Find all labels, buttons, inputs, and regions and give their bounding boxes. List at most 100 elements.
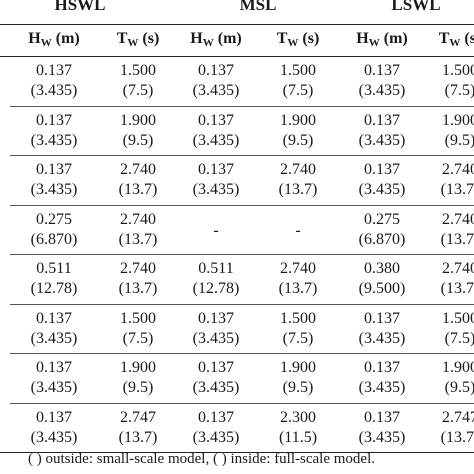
- small-scale-value: 0.511: [36, 260, 72, 277]
- small-scale-value: 2.740: [442, 260, 474, 277]
- small-scale-value: 2.740: [442, 210, 474, 228]
- full-scale-value: (7.5): [122, 82, 154, 99]
- full-scale-value: (3.435): [30, 181, 78, 198]
- small-scale-value: 2.740: [120, 161, 156, 178]
- row-divider: [10, 105, 474, 107]
- full-scale-value: (12.78): [192, 280, 240, 297]
- small-scale-value: 0.137: [198, 359, 234, 376]
- full-scale-value: (3.435): [192, 379, 240, 396]
- small-scale-value: 1.500: [280, 62, 316, 79]
- column-header-symbol: T: [438, 30, 450, 47]
- column-header-unit: (s): [298, 30, 320, 47]
- small-scale-value: 0.137: [198, 62, 234, 79]
- column-header-unit: (m): [51, 30, 80, 47]
- small-scale-value: 0.275: [36, 210, 72, 228]
- full-scale-value: (3.435): [192, 428, 240, 446]
- table-cell: 2.747 (13.7): [441, 408, 474, 448]
- table-cell: 2.740 (13.7): [441, 160, 474, 200]
- full-scale-value: (13.7): [440, 230, 474, 248]
- row-divider: [10, 254, 474, 255]
- small-scale-value: 1.500: [280, 309, 316, 327]
- full-scale-value: (12.78): [30, 280, 78, 297]
- full-scale-value: (7.5): [282, 82, 314, 99]
- row-divider: [10, 303, 474, 305]
- full-scale-value: (3.435): [358, 181, 406, 198]
- table-cell: 1.500 (7.5): [442, 309, 474, 349]
- table-cell: 1.900 (9.5): [280, 358, 316, 398]
- full-scale-value: (3.435): [30, 131, 78, 149]
- small-scale-value: 0.137: [364, 408, 400, 426]
- table-cell: 0.137 (3.435): [359, 408, 406, 448]
- table-cell: 1.500 (7.5): [280, 309, 316, 349]
- table-cell: 0.137 (3.435): [31, 358, 78, 398]
- full-scale-value: (3.435): [30, 329, 78, 347]
- small-scale-value: 0.137: [364, 111, 400, 129]
- small-scale-value: 0.137: [36, 309, 72, 327]
- column-header-subscript: W: [287, 37, 299, 49]
- small-scale-value: 2.740: [280, 161, 316, 178]
- full-scale-value: (13.7): [278, 280, 318, 297]
- table-cell: 1.500 (7.5): [120, 309, 156, 349]
- small-scale-value: 0.137: [364, 161, 400, 178]
- column-header-unit: (m): [213, 30, 242, 47]
- full-scale-value: (13.7): [118, 230, 158, 248]
- small-scale-value: 1.900: [280, 111, 316, 129]
- small-scale-value: 0.511: [198, 260, 234, 277]
- full-scale-value: (3.435): [358, 379, 406, 396]
- table-cell: 0.137 (3.435): [359, 309, 406, 349]
- table-cell: 1.500 (7.5): [280, 61, 316, 101]
- table-cell: 0.137 (3.435): [31, 61, 78, 101]
- full-scale-value: (13.7): [440, 280, 474, 297]
- small-scale-value: 0.275: [364, 210, 400, 228]
- full-scale-value: (13.7): [278, 181, 318, 198]
- column-header-subscript: W: [127, 37, 139, 49]
- full-scale-value: (13.7): [440, 428, 474, 446]
- small-scale-value: 2.747: [442, 408, 474, 426]
- full-scale-value: (9.5): [122, 131, 154, 149]
- group-title-lswl: LSWL: [391, 0, 441, 14]
- small-scale-value: 2.740: [280, 260, 316, 277]
- small-scale-value: 1.500: [120, 62, 156, 79]
- row-divider: [10, 353, 474, 354]
- small-scale-value: 0.137: [36, 62, 72, 79]
- row-divider: [10, 155, 474, 156]
- column-header-subscript: W: [368, 37, 380, 49]
- full-scale-value: (7.5): [444, 82, 474, 99]
- full-scale-value: (9.5): [444, 131, 474, 149]
- table-cell: 1.500 (7.5): [442, 61, 474, 101]
- small-scale-value: 1.500: [120, 309, 156, 327]
- table-cell: 1.900 (9.5): [442, 111, 474, 151]
- table-cell: 0.275 (6.870): [31, 210, 78, 250]
- column-header-2: TW (s): [117, 30, 160, 49]
- table-cell: -: [213, 221, 218, 241]
- full-scale-value: (13.7): [118, 181, 158, 198]
- full-scale-value: (7.5): [444, 329, 474, 347]
- full-scale-value: (13.7): [440, 181, 474, 198]
- table-cell: 0.137 (3.435): [193, 408, 240, 448]
- small-scale-value: 1.900: [120, 359, 156, 376]
- table-cell: 0.137 (3.435): [193, 309, 240, 349]
- table-cell: 2.740 (13.7): [119, 160, 158, 200]
- table-cell: 2.740 (13.7): [279, 259, 318, 299]
- column-header-unit: (s): [464, 30, 474, 47]
- small-scale-value: 0.137: [36, 359, 72, 376]
- table-cell: 0.137 (3.435): [31, 309, 78, 349]
- table-cell: 1.500 (7.5): [120, 61, 156, 101]
- column-header-symbol: T: [116, 30, 128, 47]
- full-scale-value: (9.5): [444, 379, 474, 396]
- top-rule: [0, 24, 474, 25]
- table-cell: 1.900 (9.5): [120, 111, 156, 151]
- column-header-4: TW (s): [277, 30, 320, 49]
- small-scale-value: 0.137: [198, 111, 234, 129]
- bottom-rule: [0, 452, 474, 453]
- small-scale-value: 0.137: [198, 408, 234, 426]
- table-cell: -: [295, 221, 300, 241]
- table-cell: 0.137 (3.435): [193, 111, 240, 151]
- small-scale-value: 2.740: [120, 260, 156, 277]
- table-cell: 1.900 (9.5): [280, 111, 316, 151]
- small-scale-value: 1.900: [120, 111, 156, 129]
- table-cell: 2.740 (13.7): [119, 259, 158, 299]
- column-header-3: HW (m): [190, 30, 241, 49]
- small-scale-value: -: [213, 221, 219, 239]
